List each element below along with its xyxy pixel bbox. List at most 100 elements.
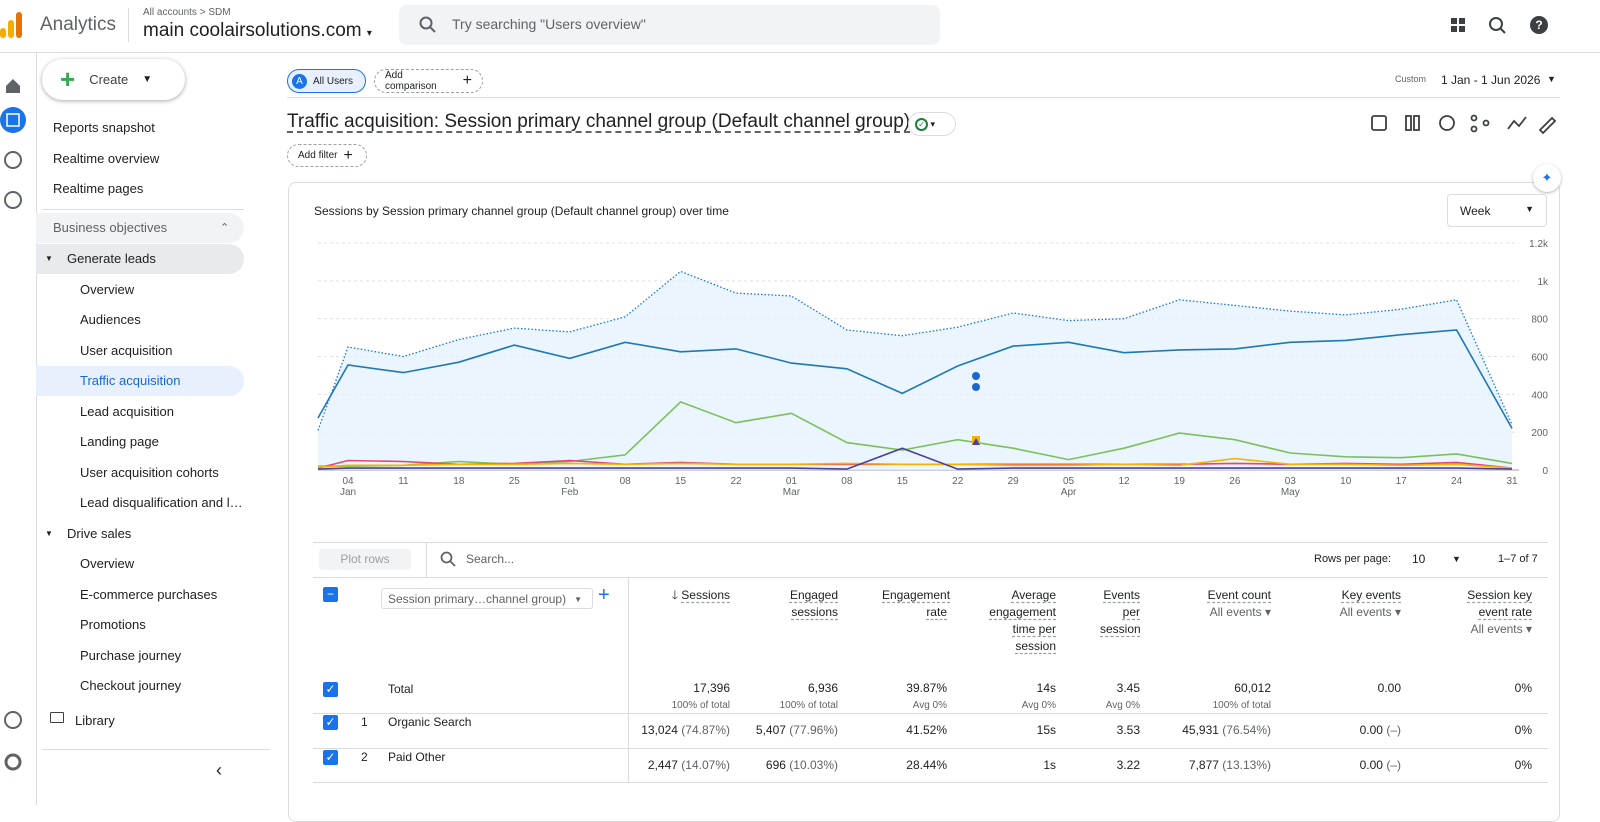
x-tick-label: 17 — [1396, 476, 1408, 487]
x-tick-label: 22 — [730, 476, 742, 487]
nav-item[interactable]: E-commerce purchases — [80, 586, 218, 602]
cell-value: 0.00 — [1359, 758, 1383, 772]
cell-value: 0.00 — [1377, 681, 1401, 695]
nav-item[interactable]: Reports snapshot — [53, 120, 155, 135]
header-icons[interactable]: ? — [1445, 12, 1555, 40]
add-dimension[interactable]: + — [598, 584, 610, 606]
rows-dropdown[interactable]: ▼ — [1452, 554, 1461, 564]
search-box[interactable]: Try searching "Users overview" — [399, 5, 940, 45]
cell: 3.45 Avg 0% — [1030, 680, 1140, 714]
interval-label: Week — [1460, 204, 1491, 218]
nav-library[interactable]: Library — [75, 713, 115, 728]
breadcrumb[interactable]: All accounts > SDM — [143, 7, 231, 18]
add-filter[interactable]: Add filter + — [287, 144, 367, 167]
column-title[interactable]: Event count — [1207, 588, 1271, 602]
cell: 0.00 (–) — [1291, 757, 1401, 774]
table-search[interactable]: Search... — [466, 552, 515, 566]
create-button[interactable]: + Create ▼ — [42, 59, 185, 100]
y-tick-label: 1.2k — [1529, 239, 1549, 250]
nav-group[interactable]: Drive sales — [67, 525, 132, 541]
nav-item[interactable]: Overview — [80, 556, 135, 571]
property-selector[interactable]: main coolairsolutions.com ▾ — [143, 20, 372, 41]
column-title[interactable]: Sessions — [681, 588, 730, 602]
cell-value: 39.87% — [906, 681, 947, 695]
nav-item[interactable]: Overview — [80, 281, 135, 297]
nav-item[interactable]: Realtime pages — [53, 181, 144, 196]
cell: 5,407 (77.96%) — [728, 722, 838, 739]
column-title[interactable]: Engaged sessions — [789, 588, 838, 619]
insights-button[interactable]: ✦ — [1533, 164, 1561, 192]
column-header[interactable]: Engagement rate — [837, 587, 951, 621]
column-header[interactable]: Event count All events ▾ — [1161, 587, 1271, 621]
dimension-select[interactable]: Session primary…channel group) ▼ — [381, 588, 593, 609]
plot-rows-button[interactable]: Plot rows — [319, 549, 411, 570]
breadcrumb-item[interactable]: All accounts — [143, 7, 197, 18]
report-actions[interactable] — [1368, 112, 1558, 136]
metric-filter[interactable]: All events ▾ — [1470, 622, 1532, 636]
date-range[interactable]: 1 Jan - 1 Jun 2026 — [1441, 73, 1541, 87]
row-checkbox[interactable]: ✓ — [323, 715, 338, 730]
column-header[interactable]: Average engagement time per session — [946, 587, 1056, 655]
nav-item[interactable]: Realtime overview — [53, 150, 160, 166]
table-border — [313, 577, 1548, 578]
segment-chip[interactable]: A All Users — [287, 69, 366, 93]
x-month-label: Jan — [340, 487, 356, 498]
column-header[interactable]: Engaged sessions — [728, 587, 838, 621]
nav-item[interactable]: Lead disqualification and l… — [80, 495, 243, 510]
nav-item[interactable]: Audiences — [80, 312, 141, 327]
logo — [0, 12, 22, 38]
analytics-page: Analytics All accounts > SDM main coolai… — [0, 5, 1600, 822]
column-title[interactable]: Session key event rate — [1467, 588, 1532, 619]
interval-select[interactable]: Week ▼ — [1447, 194, 1547, 227]
cell-share: (–) — [1386, 758, 1401, 772]
collapse-nav[interactable]: ‹ — [216, 760, 222, 780]
nav-group[interactable]: Generate leads — [36, 244, 244, 274]
nav-item[interactable]: Lead acquisition — [80, 403, 174, 419]
column-title[interactable]: Key events — [1341, 588, 1401, 602]
nav-item[interactable]: Purchase journey — [80, 647, 182, 663]
nav-section[interactable]: Business objectives — [36, 213, 244, 243]
nav-rail[interactable] — [0, 60, 30, 780]
metric-filter[interactable]: All events ▾ — [1209, 605, 1271, 619]
series-line — [317, 457, 1513, 469]
report-status[interactable]: ✓ ▾ — [908, 112, 956, 136]
expand-arrow: ▼ — [45, 254, 53, 263]
cell: 2,447 (14.07%) — [620, 757, 730, 774]
select-all-checkbox[interactable]: − — [323, 587, 338, 602]
dimension-label: Session primary…channel group) — [388, 592, 567, 606]
nav-item[interactable]: User acquisition cohorts — [80, 464, 219, 480]
chevron[interactable]: ⌃ — [220, 222, 230, 234]
cell: 3.22 — [1030, 757, 1140, 774]
rail-border — [36, 53, 37, 805]
date-dropdown[interactable]: ▼ — [1547, 74, 1556, 84]
x-tick-label: 19 — [1174, 476, 1186, 487]
cell: 0% — [1422, 680, 1532, 697]
row-border — [313, 782, 1548, 783]
column-header[interactable]: Key events All events ▾ — [1291, 587, 1401, 621]
x-tick-label: 31 — [1506, 476, 1518, 487]
column-title[interactable]: Engagement rate — [882, 588, 951, 619]
breadcrumb-item[interactable]: SDM — [208, 7, 231, 18]
nav-item[interactable]: Landing page — [80, 434, 159, 449]
nav-item[interactable]: Promotions — [80, 617, 146, 632]
column-header[interactable]: Session key event rate All events ▾ — [1422, 587, 1532, 638]
divider — [628, 577, 629, 782]
cell-share: (14.07%) — [681, 758, 730, 772]
column-title[interactable]: Average engagement time per session — [989, 588, 1056, 653]
column-header[interactable]: Events per session — [1030, 587, 1141, 638]
date-type: Custom — [1395, 74, 1427, 84]
x-tick-label: 10 — [1340, 476, 1352, 487]
column-title[interactable]: Events per session — [1100, 588, 1141, 636]
rows-per-page[interactable]: 10 — [1412, 552, 1426, 566]
row-checkbox[interactable]: ✓ — [323, 750, 338, 765]
nav-item[interactable]: Checkout journey — [80, 678, 182, 693]
nav-item[interactable]: User acquisition — [80, 342, 173, 358]
divider — [426, 542, 427, 577]
cell: 0% — [1422, 757, 1532, 774]
add-comparison[interactable]: Add comparison + — [374, 69, 483, 93]
column-header[interactable]: 🡓 Sessions — [671, 588, 730, 602]
metric-filter[interactable]: All events ▾ — [1339, 605, 1401, 619]
cell: 7,877 (13.13%) — [1161, 757, 1271, 774]
nav-item[interactable]: Traffic acquisition — [36, 366, 244, 396]
row-checkbox[interactable]: ✓ — [323, 682, 338, 697]
